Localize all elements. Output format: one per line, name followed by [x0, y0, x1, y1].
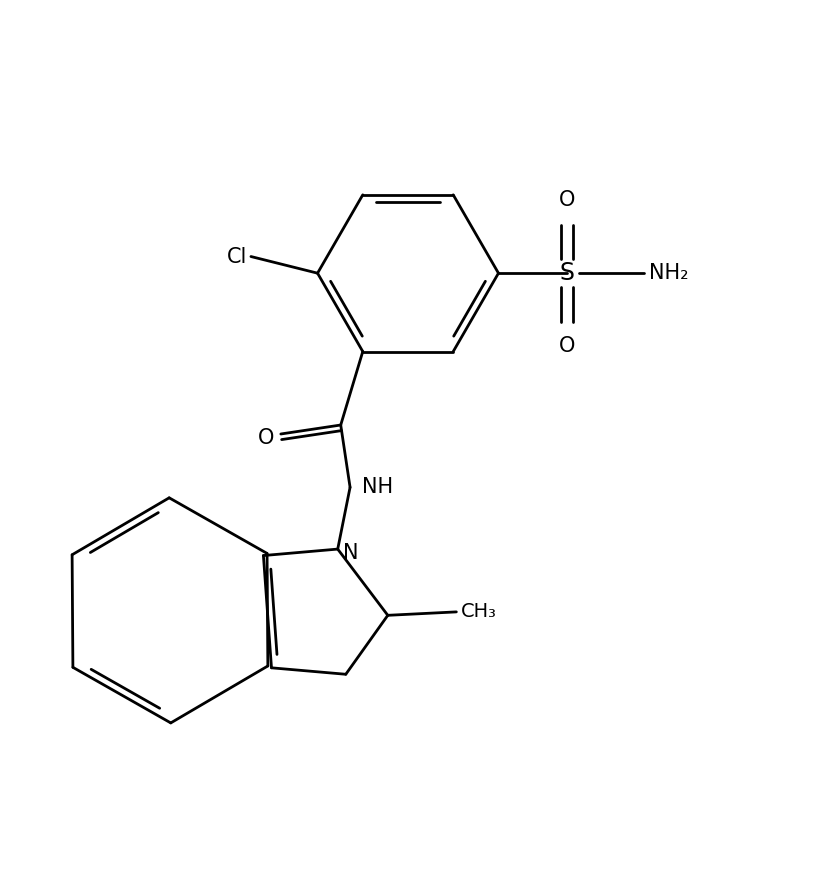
- Text: Cl: Cl: [227, 247, 247, 266]
- Text: CH₃: CH₃: [460, 602, 496, 622]
- Text: NH: NH: [362, 478, 393, 497]
- Text: S: S: [560, 261, 574, 285]
- Text: N: N: [344, 543, 359, 563]
- Text: O: O: [258, 428, 274, 448]
- Text: NH₂: NH₂: [650, 263, 690, 283]
- Text: O: O: [559, 337, 575, 356]
- Text: O: O: [559, 190, 575, 210]
